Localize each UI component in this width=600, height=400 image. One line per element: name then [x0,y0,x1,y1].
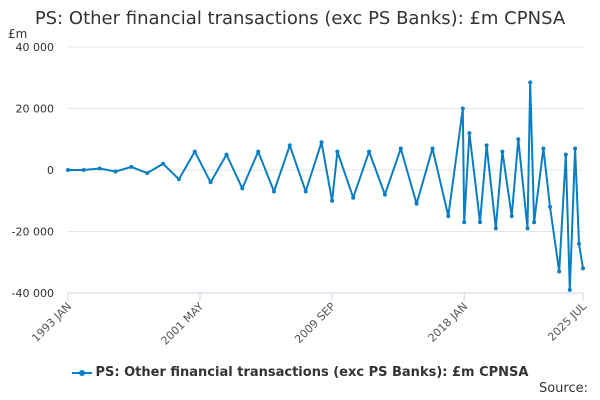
data-point[interactable] [240,186,245,191]
data-point[interactable] [319,140,324,145]
data-point[interactable] [398,146,403,151]
y-tick-label: -40 000 [12,287,54,300]
data-point[interactable] [525,226,530,231]
series-line [68,81,584,291]
data-point[interactable] [557,269,562,274]
data-point[interactable] [516,137,521,142]
y-tick-label: 0 [47,164,54,177]
x-tick-label: 1993 JAN [29,300,74,345]
data-point[interactable] [577,241,581,246]
data-point[interactable] [548,204,552,209]
data-point[interactable] [509,214,514,219]
data-point[interactable] [145,171,150,176]
data-point[interactable] [541,146,546,151]
x-tick-label: 2025 JUL [545,299,589,343]
chart-title: PS: Other financial transactions (exc PS… [34,8,566,29]
data-point[interactable] [287,143,292,148]
data-point[interactable] [351,195,356,200]
data-point[interactable] [224,152,229,157]
data-point[interactable] [176,177,181,182]
data-point[interactable] [208,180,213,185]
data-point[interactable] [414,201,419,206]
data-point[interactable] [563,152,568,157]
data-point[interactable] [303,189,308,194]
y-axis-unit: £m [8,27,27,41]
legend-swatch [71,368,92,378]
data-point[interactable] [430,146,435,151]
legend[interactable]: PS: Other financial transactions (exc PS… [0,365,600,380]
data-point[interactable] [367,149,372,154]
data-point[interactable] [81,168,86,172]
data-point[interactable] [478,220,482,225]
data-point[interactable] [129,164,134,169]
data-point[interactable] [500,149,505,154]
data-point[interactable] [446,214,451,219]
data-point[interactable] [484,143,489,148]
data-point[interactable] [528,80,533,85]
data-point[interactable] [581,266,585,271]
data-point[interactable] [382,192,387,197]
data-point[interactable] [462,220,467,225]
data-point[interactable] [272,189,276,194]
data-point[interactable] [460,106,465,111]
data-point[interactable] [573,146,578,151]
data-point[interactable] [330,198,335,203]
y-axis: 40 000 20 000 0 -20 000 -40 000 [12,41,54,300]
x-axis: 1993 JAN 2001 MAY 2009 SEP 2018 JAN 2025 JUL [29,292,590,348]
data-point[interactable] [113,169,118,174]
data-point[interactable] [567,287,572,292]
data-point[interactable] [256,149,261,154]
legend-label: PS: Other financial transactions (exc PS… [95,365,529,380]
x-tick-label: 2018 JAN [426,300,471,345]
data-point[interactable] [532,220,537,225]
y-tick-label: -20 000 [12,226,54,239]
y-tick-label: 40 000 [16,41,55,54]
data-point[interactable] [161,161,166,166]
x-tick-label: 2009 SEP [292,300,338,346]
source-label[interactable]: Source: [538,381,588,396]
data-point[interactable] [467,131,472,136]
series-layer [66,80,585,292]
data-point[interactable] [97,166,102,171]
x-tick-label: 2001 MAY [159,300,207,348]
data-point[interactable] [493,226,498,231]
data-point[interactable] [66,168,70,172]
y-tick-label: 20 000 [16,103,55,116]
data-point[interactable] [335,149,340,154]
data-point[interactable] [192,149,197,154]
